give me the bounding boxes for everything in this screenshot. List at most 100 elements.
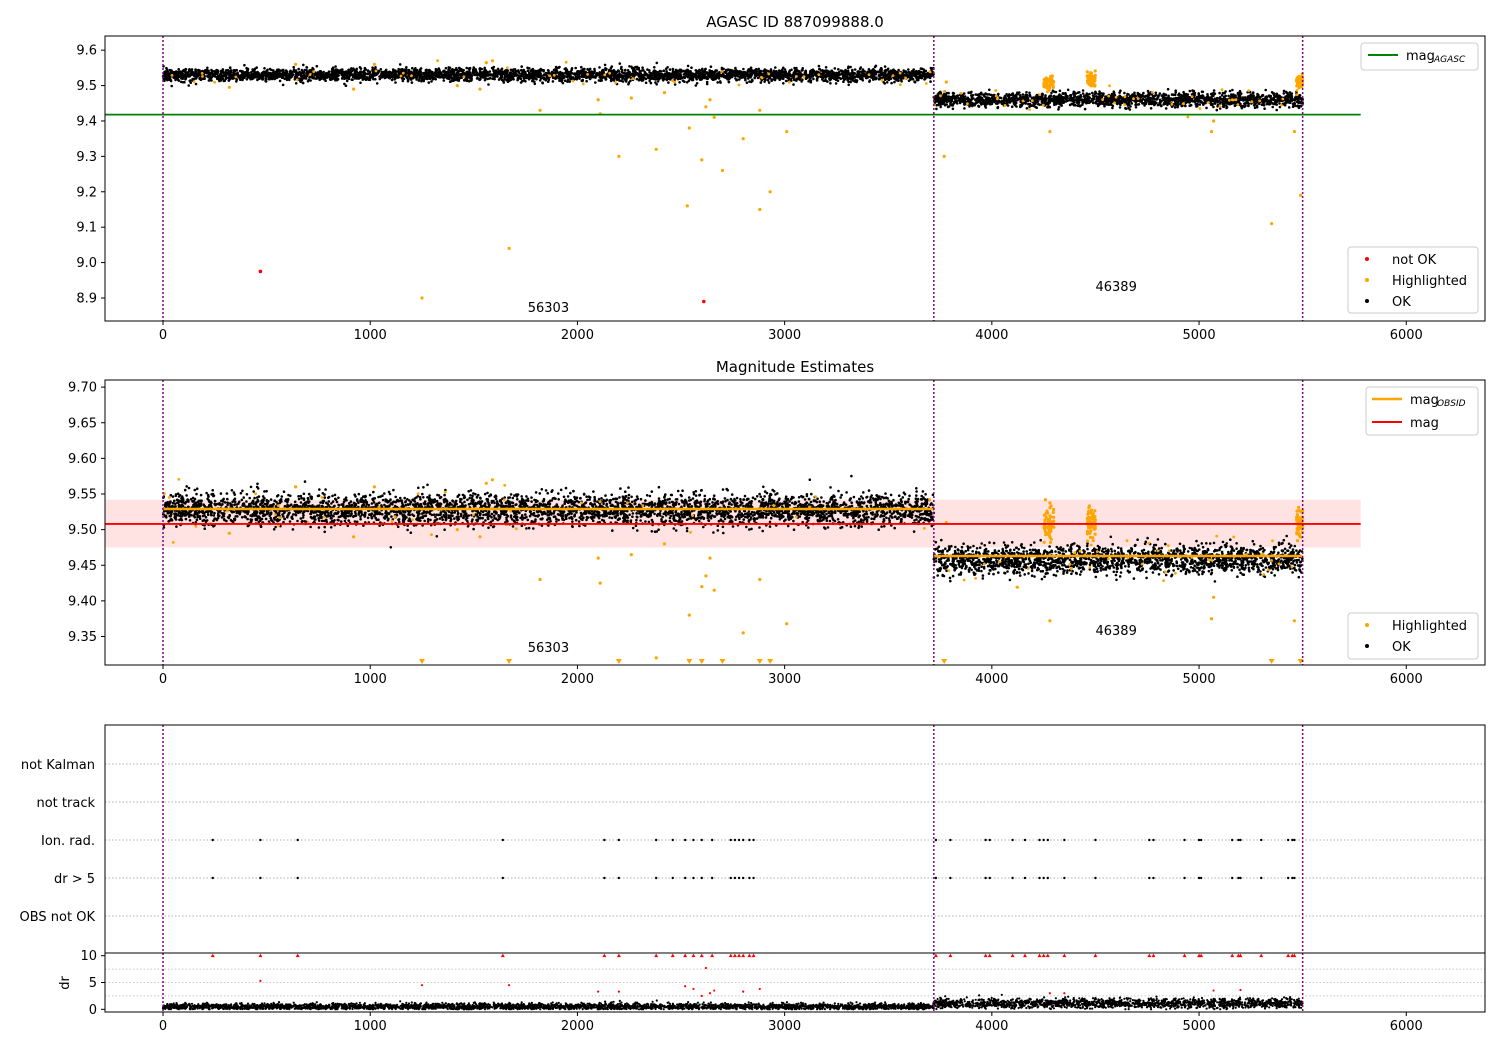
ok-point (530, 69, 533, 72)
ok-point (659, 70, 662, 73)
ok-point (507, 76, 510, 79)
ok-point (371, 66, 374, 69)
ok-point (418, 79, 421, 82)
ok-point (534, 83, 537, 86)
ok-point (419, 68, 422, 71)
ok-point (401, 77, 404, 80)
ok-point (685, 75, 688, 78)
ok-point (363, 77, 366, 80)
ok-point (1119, 106, 1122, 109)
ok-point (670, 74, 673, 77)
ok-point (920, 67, 923, 70)
ok-point (718, 77, 721, 80)
ok-point (1229, 90, 1232, 93)
ok-point (628, 81, 631, 84)
ok-point (422, 76, 425, 79)
ok-point (633, 68, 636, 71)
ok-point (574, 67, 577, 70)
ok-point (348, 75, 351, 78)
ok-point (258, 72, 261, 75)
ok-point (540, 69, 543, 72)
ok-point (484, 79, 487, 82)
ok-point (433, 77, 436, 80)
ok-point (851, 69, 854, 72)
ok-point (769, 71, 772, 74)
ok-point (657, 80, 660, 83)
ok-point (599, 76, 602, 79)
ok-point (586, 68, 589, 71)
ok-point (406, 76, 409, 79)
ok-point (799, 74, 802, 77)
ok-point (460, 68, 463, 71)
ok-point (565, 70, 568, 73)
ok-point (877, 71, 880, 74)
ok-point (305, 69, 308, 72)
ok-point (483, 67, 486, 70)
ok-point (697, 73, 700, 76)
ok-point (847, 71, 850, 74)
ok-point (636, 72, 639, 75)
ok-point (1098, 90, 1101, 93)
ok-point (189, 81, 192, 84)
ok-point (534, 72, 537, 75)
ok-point (1205, 107, 1208, 110)
ok-point (1118, 91, 1121, 94)
ok-point (475, 70, 478, 73)
ok-point (818, 65, 821, 68)
ok-point (562, 77, 565, 80)
ok-point (720, 75, 723, 78)
ok-point (222, 77, 225, 80)
ok-point (476, 74, 479, 77)
ok-point (1091, 92, 1094, 95)
ok-point (189, 79, 192, 82)
ok-point (204, 70, 207, 73)
ok-point (443, 70, 446, 73)
ok-point (709, 74, 712, 77)
ok-point (499, 77, 502, 80)
ok-point (263, 67, 266, 70)
ok-point (392, 68, 395, 71)
ok-point (1230, 93, 1233, 96)
ok-point (512, 78, 515, 81)
ok-point (880, 68, 883, 71)
ok-point (557, 72, 560, 75)
ok-point (891, 72, 894, 75)
ok-point (640, 77, 643, 80)
ok-point (195, 83, 198, 86)
ok-point (739, 71, 742, 74)
ok-point (405, 66, 408, 69)
ok-point (774, 71, 777, 74)
ok-point (610, 80, 613, 83)
ok-point (807, 80, 810, 83)
ok-point (686, 81, 689, 84)
ok-point (663, 69, 666, 72)
ok-point (688, 73, 691, 76)
ok-point (356, 73, 359, 76)
ok-point (289, 70, 292, 73)
ok-point (696, 82, 699, 85)
ok-point (255, 66, 258, 69)
ok-point (443, 79, 446, 82)
ok-point (937, 93, 940, 96)
ok-point (496, 72, 499, 75)
ok-point (917, 78, 920, 81)
ok-point (924, 76, 927, 79)
ok-point (581, 73, 584, 76)
ok-point (790, 75, 793, 78)
ok-point (703, 77, 706, 80)
ok-point (528, 67, 531, 70)
ok-point (777, 75, 780, 78)
ok-point (503, 77, 506, 80)
ok-point (902, 72, 905, 75)
ok-point (396, 70, 399, 73)
ok-point (374, 66, 377, 69)
ok-point (701, 76, 704, 79)
ok-point (682, 70, 685, 73)
ok-point (305, 66, 308, 69)
ok-point (435, 75, 438, 78)
ok-point (470, 79, 473, 82)
ok-point (180, 81, 183, 84)
ok-point (811, 71, 814, 74)
ok-point (921, 77, 924, 80)
ok-point (318, 77, 321, 80)
